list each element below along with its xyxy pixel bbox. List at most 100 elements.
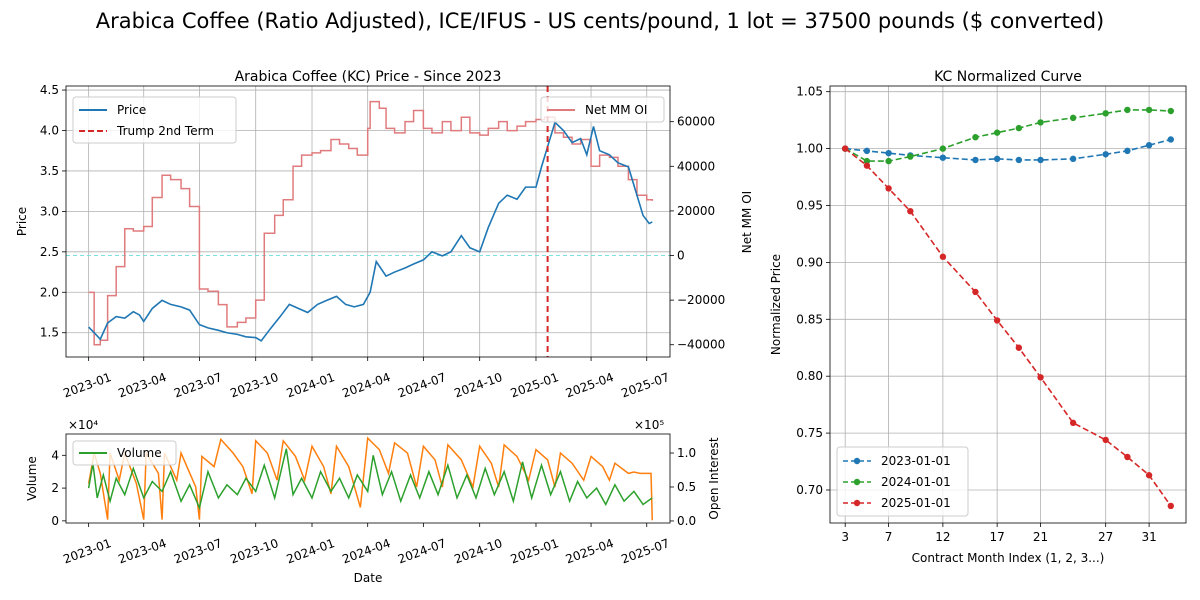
- curve-point: [1102, 110, 1109, 117]
- curve-x-tick-label: 7: [885, 530, 893, 544]
- curve-point: [1145, 106, 1153, 114]
- volume-legend-label: Volume: [117, 446, 162, 460]
- price-y-tick-label: 4.5: [40, 83, 59, 97]
- volume-x-tick-label: 2024-04: [340, 536, 392, 566]
- curve-legend-box: [836, 446, 969, 517]
- net-mm-y2-tick-label: −40000: [677, 338, 725, 352]
- price-x-tick-label: 2023-01: [61, 370, 113, 400]
- volume-y-tick-label: 0: [51, 514, 59, 528]
- curve-legend-label: 2023-01-01: [881, 454, 951, 468]
- net-mm-y2-tick-label: 20000: [677, 204, 715, 218]
- price-legend-label: Price: [117, 103, 146, 117]
- curve-point: [1167, 136, 1175, 143]
- curve-point: [1015, 124, 1023, 132]
- curve-plot-frame: [829, 85, 1187, 524]
- curve-y-tick-label: 0.80: [796, 369, 823, 383]
- curve-x-tick-label: 17: [990, 530, 1005, 544]
- curve-point: [885, 149, 892, 157]
- price-y-tick-label: 3.0: [40, 204, 59, 218]
- curve-point: [1145, 472, 1153, 479]
- price-y-tick-label: 2.5: [40, 245, 59, 259]
- curve-point: [939, 253, 947, 260]
- price-line: [88, 120, 653, 342]
- curve-y-tick-label: 0.85: [796, 312, 823, 326]
- curve-chart-title: KC Normalized Curve: [934, 69, 1082, 85]
- curve-point: [1102, 151, 1109, 158]
- price-y-tick-label: 1.5: [40, 326, 59, 340]
- curve-legend-marker: [853, 478, 861, 486]
- open-interest-y2-tick-label: 1.0: [677, 446, 696, 460]
- curve-point: [841, 145, 849, 152]
- curve-point: [993, 129, 1001, 136]
- curve-y-tick-label: 1.00: [796, 142, 823, 156]
- volume-x-tick-label: 2025-07: [619, 536, 671, 566]
- curve-point: [1124, 453, 1131, 461]
- curve-legend-label: 2025-01-01: [881, 496, 951, 510]
- volume-multiplier: ×10⁴: [68, 418, 98, 432]
- price-x-tick-label: 2024-10: [452, 370, 504, 400]
- curve-line-2025-01-01: [844, 147, 1172, 507]
- price-x-tick-label: 2023-10: [228, 370, 280, 400]
- price-plot-frame: [65, 85, 671, 358]
- curve-point: [863, 162, 871, 169]
- volume-y-tick-label: 2: [51, 481, 59, 495]
- price-x-tick-label: 2025-01: [509, 370, 561, 400]
- curve-point: [1167, 502, 1175, 510]
- volume-x-tick-label: 2024-07: [396, 536, 448, 566]
- curve-x-tick-label: 3: [841, 530, 849, 544]
- price-x-tick-label: 2024-07: [396, 370, 448, 400]
- volume-x-tick-label: 2025-01: [509, 536, 561, 566]
- net-mm-legend-box: [540, 96, 665, 123]
- curve-point: [1037, 119, 1044, 126]
- open-interest-y2-tick-label: 0.0: [677, 514, 696, 528]
- price-x-tick-label: 2025-07: [619, 370, 671, 400]
- curve-point: [1037, 374, 1044, 381]
- curve-y-tick-label: 0.75: [796, 426, 823, 440]
- price-x-tick-label: 2024-01: [285, 370, 337, 400]
- curve-point: [1069, 114, 1077, 122]
- volume-x-tick-label: 2023-04: [116, 536, 168, 566]
- curve-point: [1167, 107, 1175, 115]
- price-y-tick-label: 4.0: [40, 123, 59, 137]
- volume-x-tick-label: 2024-10: [452, 536, 504, 566]
- volume-x-tick-label: 2024-01: [285, 536, 337, 566]
- price-y-tick-label: 2.0: [40, 285, 59, 299]
- open-interest-multiplier: ×10⁵: [634, 418, 664, 432]
- curve-y-tick-label: 1.05: [796, 85, 823, 99]
- curve-point: [885, 185, 892, 192]
- price-x-tick-label: 2024-04: [340, 370, 392, 400]
- curve-point: [972, 288, 979, 296]
- curve-legend-marker: [853, 499, 861, 507]
- curve-line-2023-01-01: [845, 138, 1172, 161]
- net-mm-y2-tick-label: −20000: [677, 293, 725, 307]
- curve-y-tick-label: 0.95: [796, 198, 823, 212]
- curve-point: [972, 156, 979, 164]
- curve-point: [863, 157, 871, 165]
- curve-point: [1124, 147, 1131, 155]
- net-mm-y2-tick-label: 40000: [677, 159, 715, 173]
- curve-point: [1037, 156, 1044, 164]
- curve-point: [972, 134, 979, 141]
- curve-y-tick-label: 0.70: [796, 483, 823, 497]
- curve-legend-marker: [853, 457, 861, 465]
- curve-point: [1015, 344, 1023, 351]
- volume-x-axis-label: Date: [354, 571, 383, 585]
- price-chart-title: Arabica Coffee (KC) Price - Since 2023: [235, 69, 502, 85]
- price-x-tick-label: 2023-04: [116, 370, 168, 400]
- price-y-axis-label: Price: [15, 207, 29, 236]
- curve-legend-label: 2024-01-01: [881, 475, 951, 489]
- curve-y-axis-label: Normalized Price: [769, 254, 783, 355]
- volume-x-tick-label: 2023-07: [172, 536, 224, 566]
- volume-legend-box: [72, 440, 177, 466]
- volume-y-axis-label: Volume: [25, 456, 39, 501]
- curve-point: [885, 157, 892, 165]
- trump-legend-label: Trump 2nd Term: [116, 124, 214, 138]
- curve-point: [1069, 419, 1077, 427]
- net-mm-oi-line: [88, 100, 654, 346]
- volume-y-tick-label: 4: [51, 448, 59, 462]
- net-mm-legend-label: Net MM OI: [585, 103, 647, 117]
- price-x-tick-label: 2023-07: [172, 370, 224, 400]
- curve-x-tick-label: 27: [1098, 530, 1113, 544]
- curve-point: [939, 154, 947, 161]
